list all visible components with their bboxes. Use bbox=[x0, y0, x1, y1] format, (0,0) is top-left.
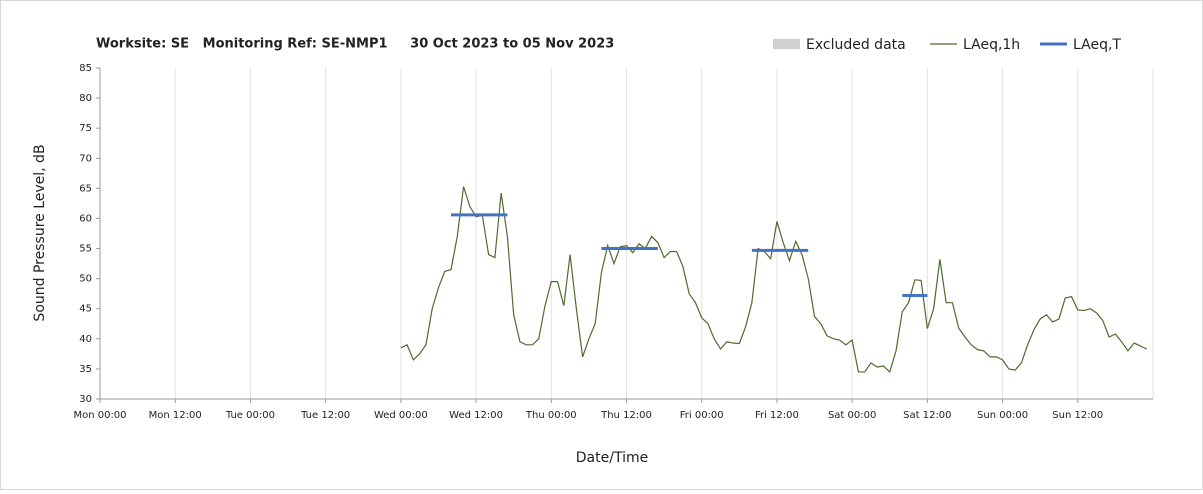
x-tick-label: Wed 00:00 bbox=[374, 410, 428, 421]
y-tick-label: 65 bbox=[79, 183, 92, 194]
x-tick-label: Fri 00:00 bbox=[680, 410, 724, 421]
x-tick-label: Thu 00:00 bbox=[525, 410, 577, 421]
x-tick-label: Mon 00:00 bbox=[73, 410, 126, 421]
data-line bbox=[400, 186, 1147, 374]
x-tick-label: Tue 00:00 bbox=[225, 410, 275, 421]
x-tick-label: Fri 12:00 bbox=[755, 410, 799, 421]
legend-swatch bbox=[773, 39, 800, 49]
y-tick-label: 55 bbox=[79, 244, 92, 255]
x-tick-label: Wed 12:00 bbox=[449, 410, 503, 421]
chart-title: Worksite: SE Monitoring Ref: SE-NMP1 30 … bbox=[96, 37, 614, 52]
y-tick-label: 40 bbox=[79, 334, 92, 345]
y-tick-label: 30 bbox=[79, 394, 92, 405]
legend-label: LAeq,T bbox=[1073, 37, 1121, 53]
y-tick-label: 45 bbox=[79, 304, 92, 315]
y-tick-label: 35 bbox=[79, 364, 92, 375]
y-tick-label: 80 bbox=[79, 93, 92, 104]
y-tick-label: 50 bbox=[79, 274, 92, 285]
y-tick-label: 75 bbox=[79, 123, 92, 134]
x-tick-label: Thu 12:00 bbox=[600, 410, 652, 421]
x-tick-label: Sat 12:00 bbox=[903, 410, 951, 421]
y-tick-label: 85 bbox=[79, 63, 92, 74]
y-tick-label: 70 bbox=[79, 153, 92, 164]
y-tick-label: 60 bbox=[79, 213, 92, 224]
legend-label: Excluded data bbox=[806, 37, 906, 53]
x-tick-label: Sun 00:00 bbox=[977, 410, 1028, 421]
legend-label: LAeq,1h bbox=[963, 37, 1020, 53]
y-axis-label: Sound Pressure Level, dB bbox=[32, 144, 48, 321]
x-tick-label: Tue 12:00 bbox=[300, 410, 350, 421]
x-tick-label: Sat 00:00 bbox=[828, 410, 876, 421]
x-tick-label: Mon 12:00 bbox=[149, 410, 202, 421]
x-tick-label: Sun 12:00 bbox=[1052, 410, 1103, 421]
x-axis-label: Date/Time bbox=[576, 450, 648, 466]
